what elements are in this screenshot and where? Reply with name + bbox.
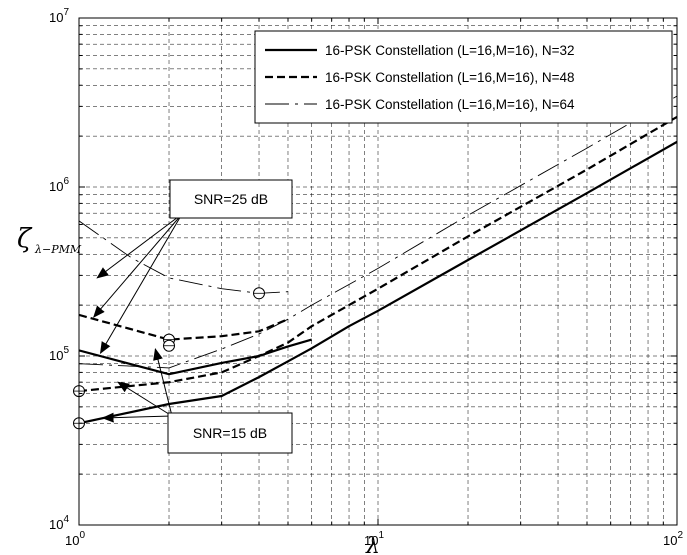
legend-label-1: 16-PSK Constellation (L=16,M=16), N=32 [325, 43, 575, 58]
annotation-label-1: SNR=25 dB [194, 191, 268, 207]
series-line-3-segment-1 [79, 95, 677, 369]
series-line-2-segment-2 [79, 313, 289, 341]
axis-ticks: 100 101 102 104 105 106 107 [49, 7, 683, 548]
annotation-arrow-1-3 [99, 213, 183, 354]
series-line-1-segment-2 [79, 338, 313, 376]
annotation-arrow-2-1 [101, 412, 173, 423]
legend: 16-PSK Constellation (L=16,M=16), N=32 16… [254, 30, 673, 124]
series-lines [79, 95, 677, 425]
series-line-1-segment-1 [79, 140, 677, 425]
annotations: SNR=25 dB SNR=15 dB [93, 179, 293, 454]
annotation-arrow-2-2 [117, 381, 173, 417]
annotation-arrow-2-3 [153, 348, 173, 417]
x-tick-label: 102 [663, 530, 683, 548]
y-axis-label-main: ζ [17, 224, 33, 254]
annotation-label-2: SNR=15 dB [193, 425, 267, 441]
annotation-arrow-1-2 [93, 213, 183, 318]
y-tick-label: 106 [49, 176, 69, 194]
annotation-arrow-1-1 [96, 213, 183, 279]
x-tick-label: 100 [65, 530, 85, 548]
x-axis-label: λ [365, 534, 380, 555]
x-tick-label: 101 [364, 530, 384, 548]
y-tick-label: 104 [49, 514, 69, 532]
y-tick-label: 105 [49, 345, 69, 363]
legend-label-2: 16-PSK Constellation (L=16,M=16), N=48 [325, 70, 575, 85]
legend-box [254, 30, 673, 124]
y-axis-label: ζ λ−PMM [17, 224, 82, 256]
annotation-box-2 [167, 412, 293, 454]
legend-label-3: 16-PSK Constellation (L=16,M=16), N=64 [325, 97, 575, 112]
series-line-2-segment-1 [79, 115, 677, 393]
y-axis-label-sub: λ−PMM [34, 243, 82, 256]
annotation-box-1 [169, 179, 293, 219]
y-tick-label: 107 [49, 7, 69, 25]
